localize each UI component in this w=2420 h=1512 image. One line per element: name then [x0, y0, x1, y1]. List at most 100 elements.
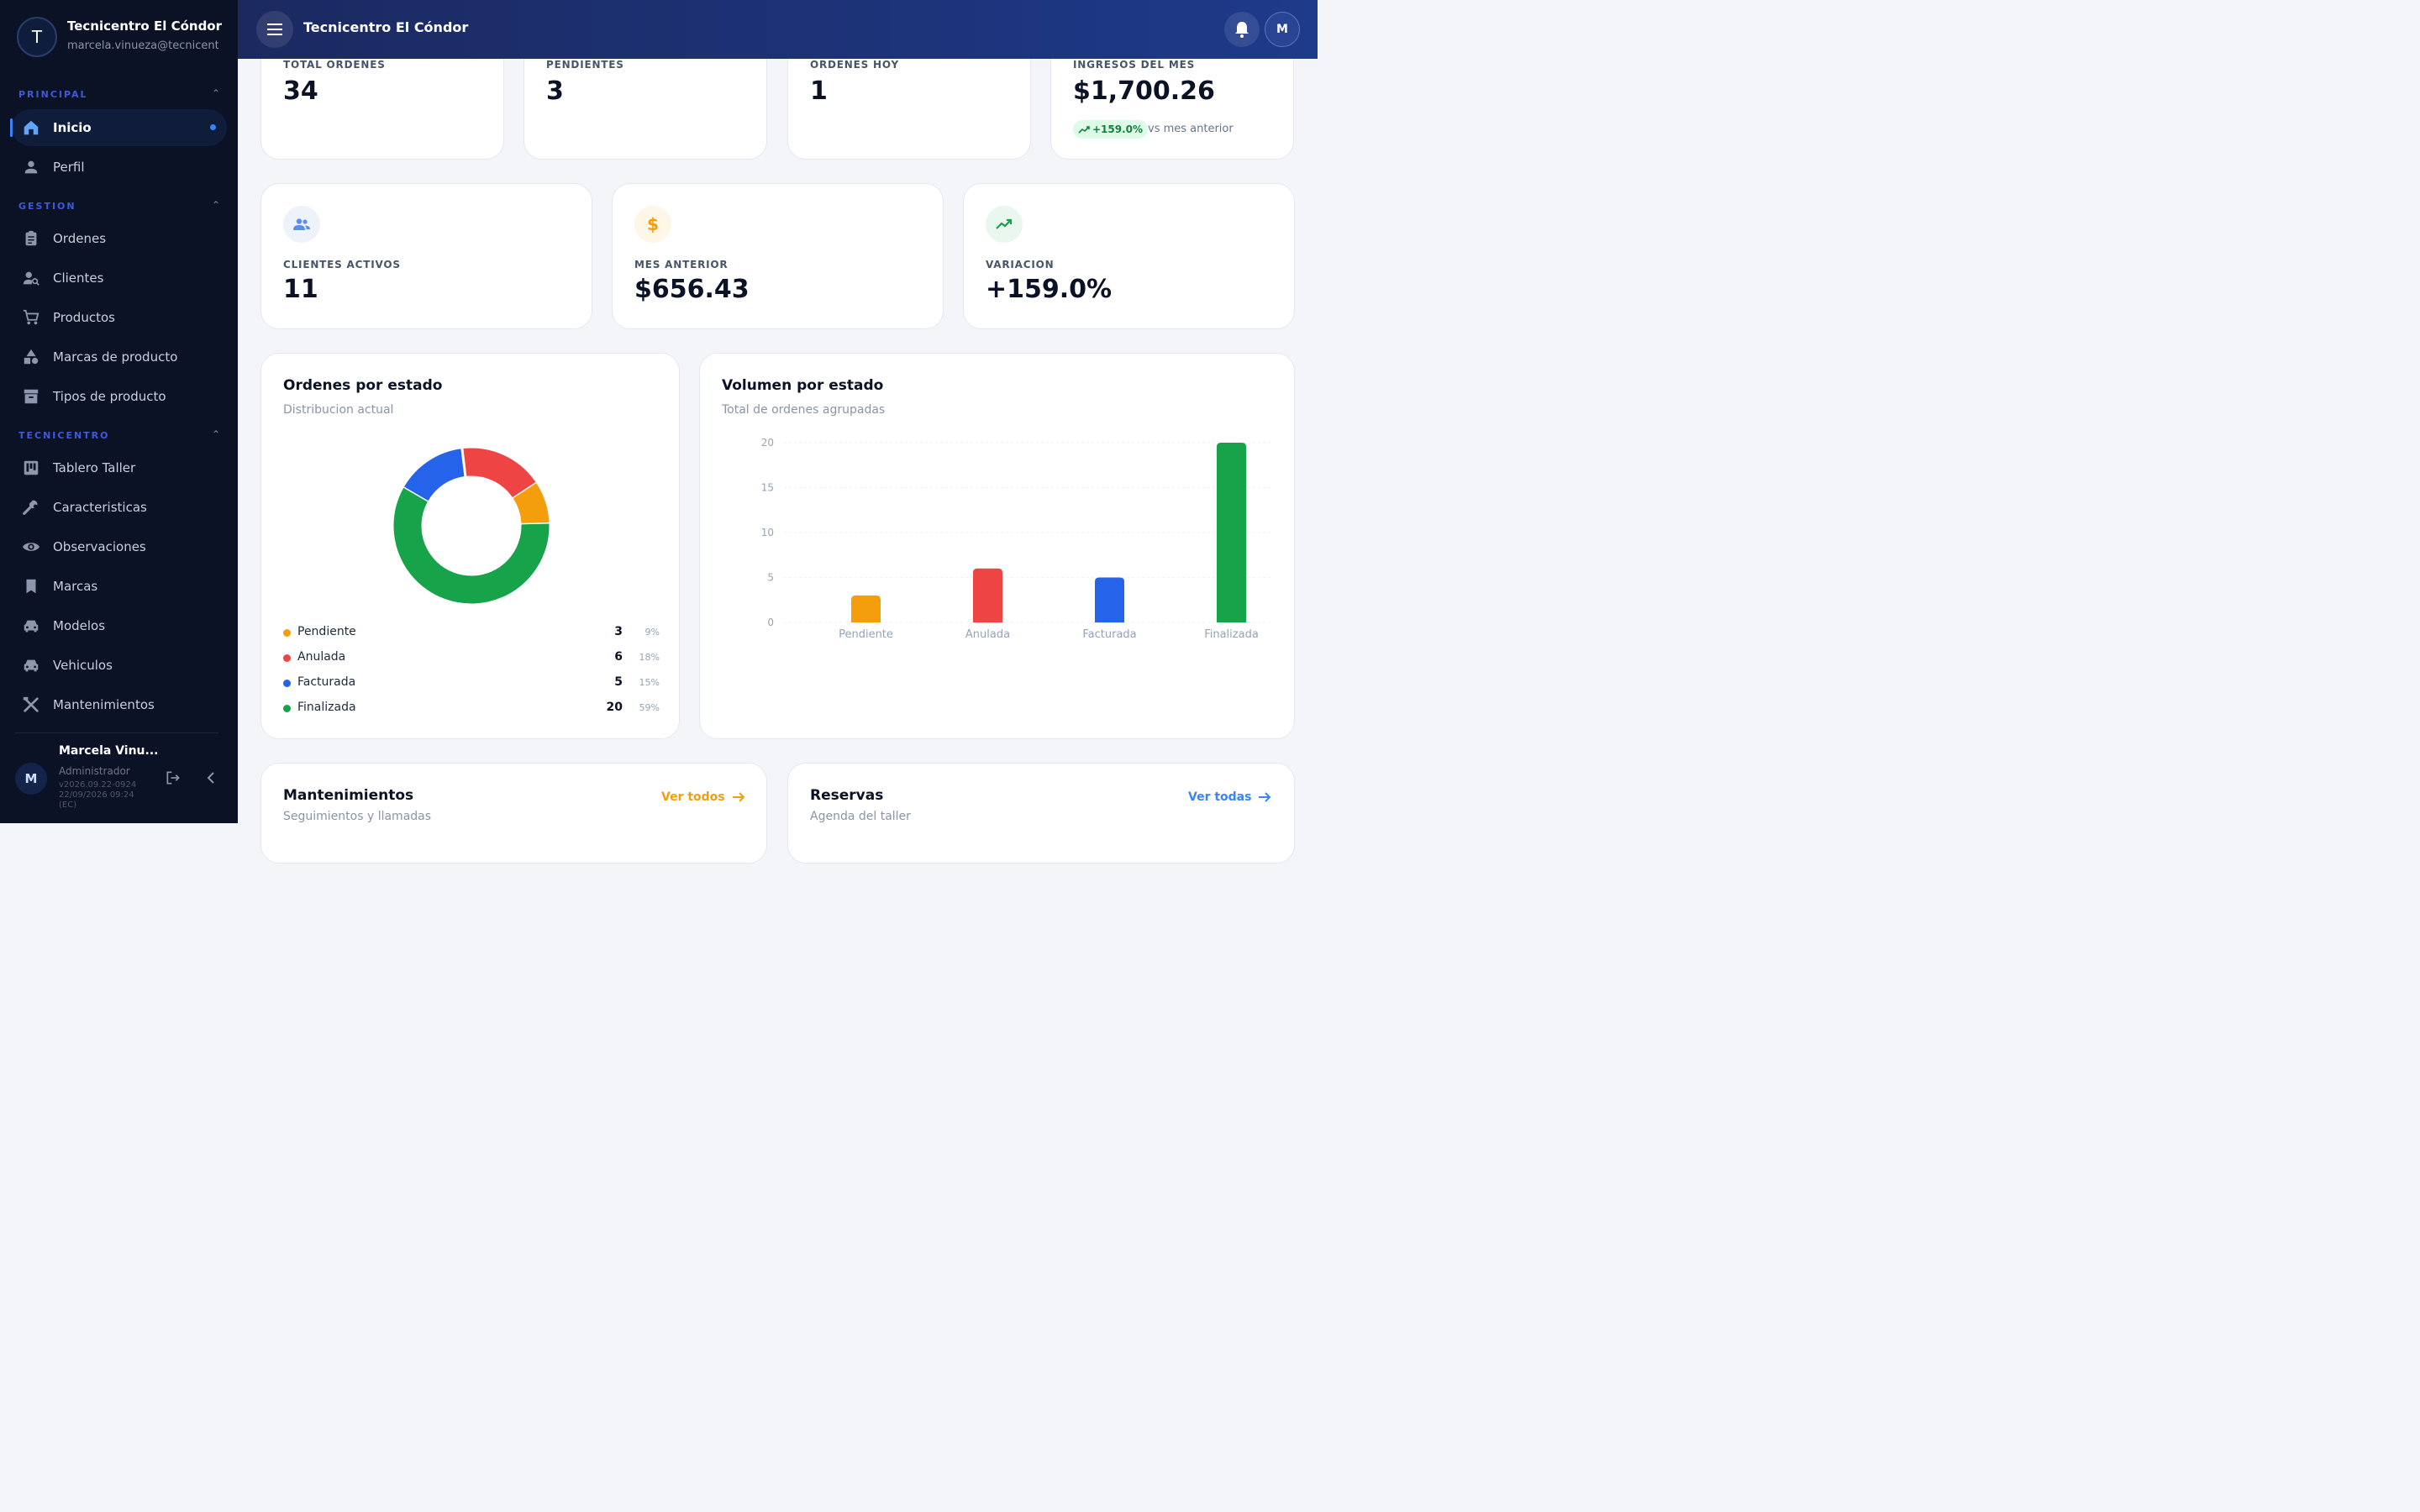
trend-badge: +159.0% [1073, 120, 1149, 139]
arrow-right-icon [1259, 792, 1271, 802]
sidebar-item-vehiculos[interactable]: Vehiculos [12, 647, 227, 684]
sidebar-item-tablero-taller[interactable]: Tablero Taller [12, 449, 227, 486]
ver-todos-link[interactable]: Ver todos [661, 790, 745, 804]
shapes-icon [24, 349, 39, 365]
sidebar-item-ordenes[interactable]: Ordenes [12, 220, 227, 257]
trend-value: +159.0% [1092, 123, 1144, 135]
menu-button[interactable] [256, 11, 293, 48]
sidebar-item-mantenimientos[interactable]: Mantenimientos [12, 686, 227, 723]
y-tick-label: 15 [761, 482, 774, 494]
person-search-icon [23, 271, 39, 286]
sidebar-item-productos[interactable]: Productos [12, 299, 227, 336]
donut-card: Ordenes por estado Distribucion actual P… [260, 353, 680, 739]
trending-up-icon-badge [986, 206, 1023, 243]
section-title: GESTION [18, 201, 76, 212]
sidebar-item-label: Ordenes [53, 231, 107, 246]
dollar-icon-badge: $ [634, 206, 671, 243]
y-tick-label: 5 [767, 572, 774, 584]
sidebar-item-tipos-de-producto[interactable]: Tipos de producto [12, 378, 227, 415]
sidebar-item-label: Vehiculos [53, 658, 113, 673]
sidebar-item-label: Marcas de producto [53, 349, 178, 365]
x-tick-label: Anulada [965, 628, 1010, 641]
sidebar-item-label: Clientes [53, 270, 104, 286]
trending-up-icon [996, 218, 1013, 229]
chevron-left-icon[interactable] [205, 771, 217, 785]
legend-percent: 18% [639, 652, 660, 663]
sidebar: T Tecnicentro El Cóndor marcela.vinueza@… [0, 0, 238, 823]
person-icon [24, 160, 38, 174]
legend-dot [283, 705, 291, 712]
sidebar-item-label: Tablero Taller [53, 460, 136, 475]
cart-icon [23, 309, 39, 325]
sidebar-item-observaciones[interactable]: Observaciones [12, 528, 227, 565]
clipboard-icon [25, 230, 37, 246]
legend-name: Facturada [297, 675, 356, 689]
legend-value: 5 [614, 675, 623, 689]
bar-facturada [1095, 577, 1124, 622]
sidebar-item-label: Observaciones [53, 539, 146, 554]
sidebar-item-marcas-de-producto[interactable]: Marcas de producto [12, 339, 227, 375]
sidebar-item-label: Productos [53, 310, 115, 325]
legend-dot [283, 680, 291, 687]
stat-label: PENDIENTES [546, 59, 624, 71]
legend-dot [283, 654, 291, 662]
link-label: Ver todos [661, 790, 725, 804]
logout-icon[interactable] [165, 769, 182, 786]
x-tick-label: Facturada [1082, 628, 1136, 641]
legend-dot [283, 629, 291, 637]
legend-name: Finalizada [297, 701, 356, 714]
active-dot [210, 124, 216, 130]
people-icon-badge [283, 206, 320, 243]
stat-label: VARIACION [986, 259, 1055, 270]
stat-value: 11 [283, 275, 318, 304]
reservas-card: Reservas Agenda del taller Ver todas [787, 763, 1295, 864]
stat-label: TOTAL ORDENES [283, 59, 386, 71]
donut-slice-finalizada [393, 448, 550, 604]
user-menu-button[interactable]: M [1265, 12, 1300, 47]
stat-value: 3 [546, 76, 564, 106]
user-name: Marcela Vinu... [59, 744, 159, 758]
section-principal[interactable]: PRINCIPAL ⌃ [18, 87, 220, 102]
section-tecnicentro[interactable]: TECNICENTRO ⌃ [18, 428, 220, 444]
card-subtitle: Distribucion actual [283, 403, 394, 417]
stat-value: $1,700.26 [1073, 76, 1215, 106]
sidebar-item-label: Mantenimientos [53, 697, 155, 712]
sidebar-item-clientes[interactable]: Clientes [12, 260, 227, 297]
sidebar-item-label: Modelos [53, 618, 106, 633]
card-title: Ordenes por estado [283, 377, 443, 394]
donut-chart [393, 447, 550, 604]
stat-card-mes-anterior: $ MES ANTERIOR $656.43 [612, 183, 944, 329]
car-icon [24, 659, 39, 672]
section-title: PRINCIPAL [18, 89, 88, 100]
tools-icon [23, 696, 39, 712]
card-title: Mantenimientos [283, 787, 414, 804]
stat-value: +159.0% [986, 275, 1113, 304]
avatar[interactable]: M [15, 763, 47, 795]
link-label: Ver todas [1188, 790, 1252, 804]
donut-slice-pendiente [393, 448, 550, 604]
brand-title: Tecnicentro El Cóndor [67, 18, 223, 34]
section-gestion[interactable]: GESTION ⌃ [18, 199, 220, 214]
sidebar-item-caracteristicas[interactable]: Caracteristicas [12, 489, 227, 526]
sidebar-item-label: Perfil [53, 160, 85, 175]
legend-item: Facturada 5 15% [283, 675, 660, 691]
brand: T Tecnicentro El Cóndor marcela.vinueza@… [17, 17, 227, 59]
y-tick-label: 0 [767, 617, 774, 628]
sidebar-item-modelos[interactable]: Modelos [12, 607, 227, 644]
notifications-button[interactable] [1224, 12, 1260, 47]
trend-note: vs mes anterior [1148, 123, 1234, 135]
card-title: Volumen por estado [722, 377, 884, 394]
sidebar-item-perfil[interactable]: Perfil [12, 149, 227, 186]
sidebar-item-inicio[interactable]: Inicio [10, 109, 227, 146]
legend-percent: 15% [639, 677, 660, 688]
stat-value: 34 [283, 76, 318, 106]
stat-value: 1 [810, 76, 828, 106]
sidebar-item-label: Marcas [53, 579, 98, 594]
bar-anulada [973, 568, 1002, 622]
ver-todas-link[interactable]: Ver todas [1188, 790, 1271, 804]
legend-item: Anulada 6 18% [283, 649, 660, 666]
legend-percent: 9% [644, 627, 660, 638]
sidebar-item-marcas[interactable]: Marcas [12, 568, 227, 605]
bar-card: Volumen por estado Total de ordenes agru… [699, 353, 1295, 739]
user-role: Administrador [59, 765, 130, 777]
